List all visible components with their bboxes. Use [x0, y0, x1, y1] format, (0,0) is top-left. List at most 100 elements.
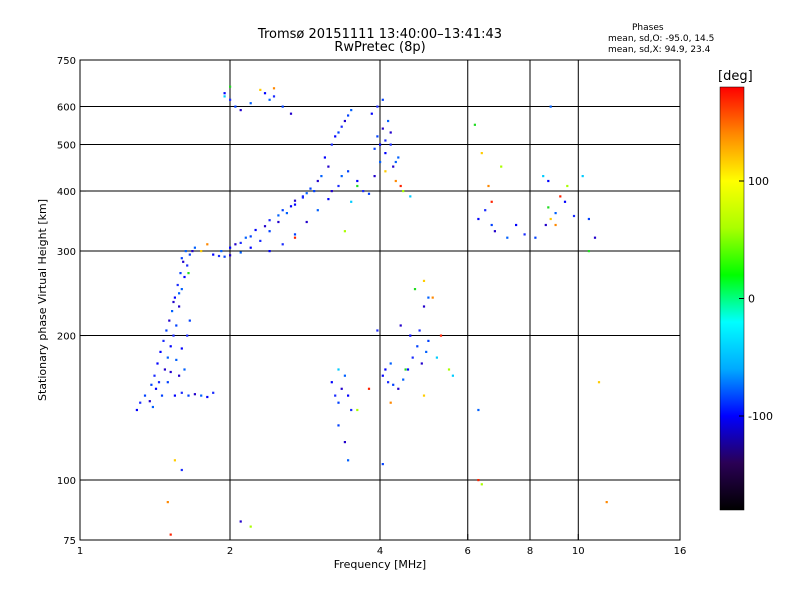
- echo-point-o: [293, 199, 297, 202]
- echo-point-o: [425, 350, 428, 353]
- echo-point-o: [178, 292, 181, 295]
- echo-point-o: [523, 233, 526, 236]
- echo-point-o: [387, 381, 390, 384]
- x-tick-label: 10: [572, 546, 585, 557]
- echo-point-o: [160, 394, 164, 397]
- echo-point-x: [422, 279, 426, 282]
- phases-heading: Phases: [632, 23, 664, 33]
- echo-point-x: [350, 200, 353, 203]
- echo-point-o: [420, 362, 423, 365]
- echo-point-o: [422, 305, 426, 308]
- echo-point-x: [367, 387, 371, 390]
- echo-point-o: [239, 251, 242, 254]
- echo-point-o: [409, 334, 412, 337]
- echo-point-o: [268, 230, 271, 233]
- echo-point-o: [343, 119, 346, 123]
- echo-point-o: [350, 408, 353, 412]
- echo-point-x: [554, 223, 557, 227]
- echo-point-x: [343, 230, 346, 233]
- echo-point-o: [153, 374, 156, 377]
- echo-point-o: [176, 283, 179, 287]
- echo-point-x: [559, 195, 562, 198]
- echo-point-x: [223, 95, 226, 98]
- echo-point-o: [268, 98, 271, 101]
- echo-point-x: [394, 179, 397, 183]
- echo-point-o: [178, 374, 181, 377]
- echo-point-x: [356, 184, 359, 188]
- echo-point-o: [172, 334, 175, 337]
- echo-point-o: [182, 260, 185, 263]
- echo-point-o: [244, 236, 247, 239]
- echo-point-o: [389, 131, 392, 134]
- chart-subtitle: RwPretec (8p): [334, 40, 426, 55]
- echo-point-o: [249, 246, 252, 249]
- echo-point-x: [404, 368, 407, 371]
- echo-point-o: [183, 368, 186, 371]
- echo-point-x: [451, 374, 454, 377]
- echo-point-o: [316, 179, 319, 183]
- echo-point-o: [249, 235, 252, 238]
- y-tick-labels: 75 100 200 300 400 500 600 750: [57, 56, 86, 547]
- echo-point-o: [384, 152, 387, 155]
- echo-point-o: [135, 408, 138, 412]
- echo-point-x: [431, 296, 434, 299]
- echo-point-o: [281, 243, 284, 246]
- echo-point-o: [180, 347, 183, 350]
- echo-point-o: [376, 135, 379, 138]
- echo-point-o: [180, 391, 183, 394]
- colorbar-ticks: 100 0 -100: [739, 175, 773, 423]
- echo-point-o: [362, 190, 365, 193]
- echo-point-o: [188, 319, 191, 322]
- echo-point-x: [272, 87, 276, 90]
- echo-point-o: [347, 459, 350, 462]
- echo-point-o: [268, 219, 271, 222]
- echo-point-x: [490, 200, 493, 203]
- echo-point-x: [249, 525, 252, 528]
- echo-point-o: [229, 246, 232, 249]
- echo-point-o: [263, 92, 267, 95]
- echo-point-o: [259, 239, 262, 242]
- echo-point-o: [506, 236, 509, 239]
- echo-point-o: [178, 305, 181, 308]
- echo-point-o: [477, 217, 480, 221]
- echo-point-o: [327, 165, 330, 168]
- echo-point-x: [549, 217, 552, 221]
- echo-point-o: [549, 105, 552, 108]
- y-tick-label: 75: [63, 536, 76, 547]
- colorbar-tick-label: -100: [748, 410, 773, 423]
- echo-point-x: [435, 356, 438, 359]
- echo-point-o: [406, 368, 410, 371]
- echo-point-o: [166, 356, 169, 359]
- echo-point-o: [367, 192, 371, 195]
- echo-point-o: [381, 463, 384, 466]
- echo-point-o: [340, 387, 343, 390]
- echo-point-o: [175, 324, 178, 327]
- echo-point-o: [370, 112, 373, 115]
- echo-point-x: [187, 272, 190, 275]
- echo-point-x: [542, 175, 545, 178]
- echo-point-x: [384, 170, 387, 173]
- echo-point-o: [223, 92, 226, 95]
- echo-point-o: [587, 217, 590, 221]
- echo-point-o: [397, 387, 400, 390]
- echo-point-x: [587, 250, 590, 253]
- x-tick-label: 4: [377, 546, 383, 557]
- echo-point-o: [281, 209, 284, 212]
- echo-point-x: [581, 175, 584, 178]
- echo-point-o: [347, 170, 350, 173]
- echo-point-o: [183, 275, 186, 279]
- echo-point-o: [572, 214, 576, 218]
- echo-point-o: [477, 408, 480, 412]
- y-axis-label: Stationary phase Virtual Height [km]: [36, 199, 49, 401]
- echo-point-o: [373, 175, 376, 178]
- echo-point-o: [379, 143, 382, 146]
- colorbar-tick-label: 100: [748, 175, 769, 188]
- echo-point-o: [330, 381, 333, 384]
- echo-point-o: [184, 250, 187, 253]
- echo-point-o: [427, 296, 430, 299]
- echo-point-o: [272, 95, 276, 98]
- echo-point-o: [337, 131, 340, 134]
- echo-point-x: [389, 401, 392, 404]
- echo-point-o: [323, 156, 326, 159]
- echo-point-o: [139, 401, 142, 404]
